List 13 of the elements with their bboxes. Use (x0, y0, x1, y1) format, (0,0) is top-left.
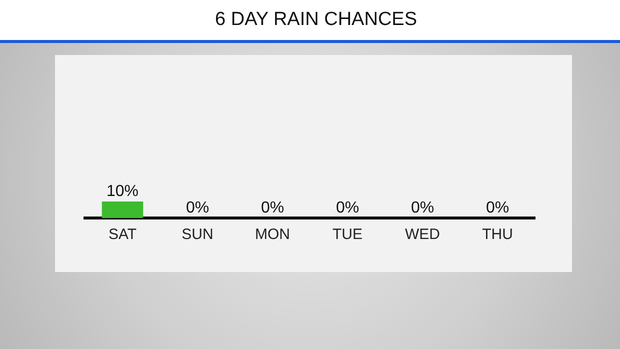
data-label: 0% (410, 199, 434, 216)
data-label: 0% (336, 199, 360, 216)
x-tick-label: SAT (108, 226, 137, 244)
data-label: 0% (486, 199, 510, 216)
x-tick-label: THU (482, 226, 513, 244)
chart-title: 6 DAY RAIN CHANCES (215, 9, 418, 31)
data-label: 10% (106, 182, 139, 200)
x-tick-label: SUN (182, 226, 214, 244)
data-label: 0% (186, 199, 210, 216)
data-label: 0% (260, 199, 284, 216)
x-tick-label: WED (405, 226, 440, 244)
x-tick-label: MON (255, 226, 290, 244)
x-tick-label: TUE (332, 226, 362, 244)
